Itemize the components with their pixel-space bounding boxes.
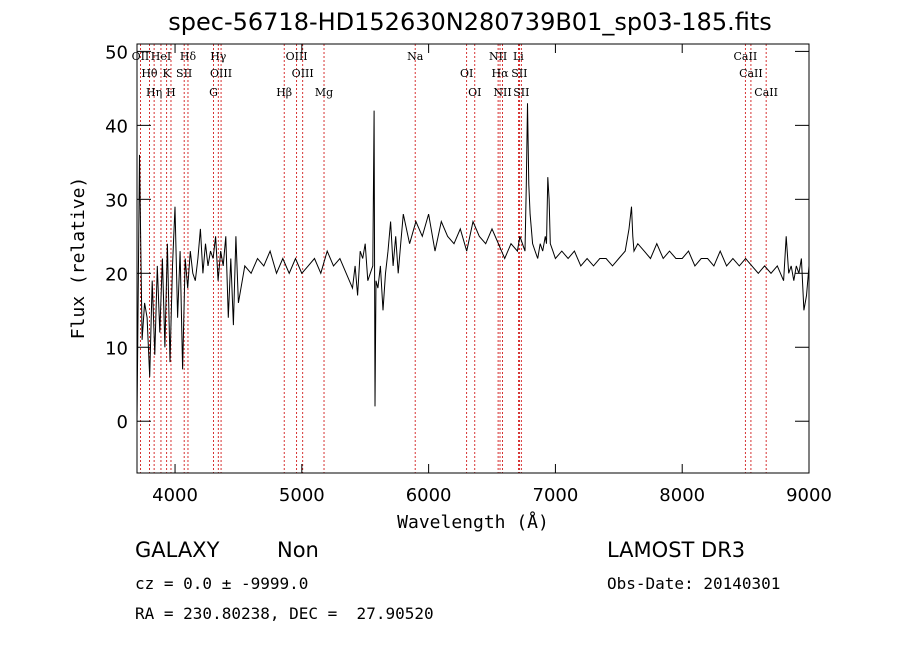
- spectral-line-label: H: [166, 86, 176, 99]
- spectral-line-label: Na: [407, 50, 424, 63]
- x-tick-label: 6000: [406, 485, 452, 506]
- spectral-line-label: Hθ: [141, 67, 158, 80]
- object-class-label: GALAXY: [135, 538, 220, 562]
- spectral-line-label: G: [209, 86, 218, 99]
- spectral-line-label: SII: [176, 67, 192, 80]
- spectral-line-label: NII: [489, 50, 507, 63]
- spectral-line-label: CaII: [754, 86, 778, 99]
- spectral-line-label: Hβ: [276, 86, 292, 99]
- chart-title: spec-56718-HD152630N280739B01_sp03-185.f…: [168, 8, 772, 36]
- spectral-line-label: CaII: [739, 67, 763, 80]
- y-tick-label: 0: [117, 412, 128, 433]
- cz-text: cz = 0.0 ± -9999.0: [135, 574, 309, 593]
- spectral-line-label: SII: [511, 67, 527, 80]
- x-axis-label: Wavelength (Å): [397, 511, 549, 533]
- spectral-line-label: OI: [468, 86, 481, 99]
- spectral-line-label: OII: [132, 50, 150, 63]
- spectral-line-label: OIII: [286, 50, 308, 63]
- y-tick-label: 20: [105, 264, 128, 285]
- y-axis-label: Flux (relative): [68, 177, 89, 340]
- spectral-line-label: OIII: [210, 67, 232, 80]
- spectral-line-label: OI: [460, 67, 473, 80]
- spectral-line-label: K: [163, 67, 172, 80]
- y-tick-label: 50: [105, 42, 128, 63]
- spectral-line-markers: [140, 44, 767, 473]
- x-tick-label: 5000: [279, 485, 325, 506]
- object-subclass-label: Non: [277, 538, 319, 562]
- spectral-line-label: CaII: [734, 50, 758, 63]
- y-tick-label: 30: [105, 190, 128, 211]
- spectral-line-label: Mg: [315, 86, 333, 99]
- spectrum-trace: [136, 103, 810, 422]
- x-tick-label: 4000: [152, 485, 198, 506]
- spectral-line-label: SII: [513, 86, 529, 99]
- x-tick-label: 8000: [659, 485, 705, 506]
- plot-frame: [136, 43, 810, 474]
- spectral-line-label: Li: [513, 50, 524, 63]
- x-tick-label: 9000: [786, 485, 832, 506]
- survey-label: LAMOST DR3: [607, 538, 746, 562]
- coords-text: RA = 230.80238, DEC = 27.90520: [135, 604, 434, 623]
- x-tick-label: 7000: [533, 485, 579, 506]
- spectral-line-label: NII: [493, 86, 511, 99]
- spectral-line-label: OIII: [292, 67, 314, 80]
- spectral-line-label: Hα: [491, 67, 509, 80]
- spectral-line-label: Hη: [146, 86, 162, 99]
- y-tick-label: 40: [105, 116, 128, 137]
- spectral-line-label: HeI: [151, 50, 171, 63]
- y-tick-label: 10: [105, 338, 128, 359]
- obs-date-text: Obs-Date: 20140301: [607, 574, 781, 593]
- x-axis-ticks: 4000 5000 6000 7000 8000 9000: [152, 44, 832, 506]
- y-axis-ticks: 0 10 20 30 40 50: [105, 42, 809, 433]
- spectral-line-label: Hδ: [180, 50, 197, 63]
- spectral-line-labels: OIIHθHηHeIKHHδSIIGHγOIIIHβOIIIOIIIMgNaOI…: [132, 50, 778, 99]
- spectral-line-label: Hγ: [210, 50, 227, 63]
